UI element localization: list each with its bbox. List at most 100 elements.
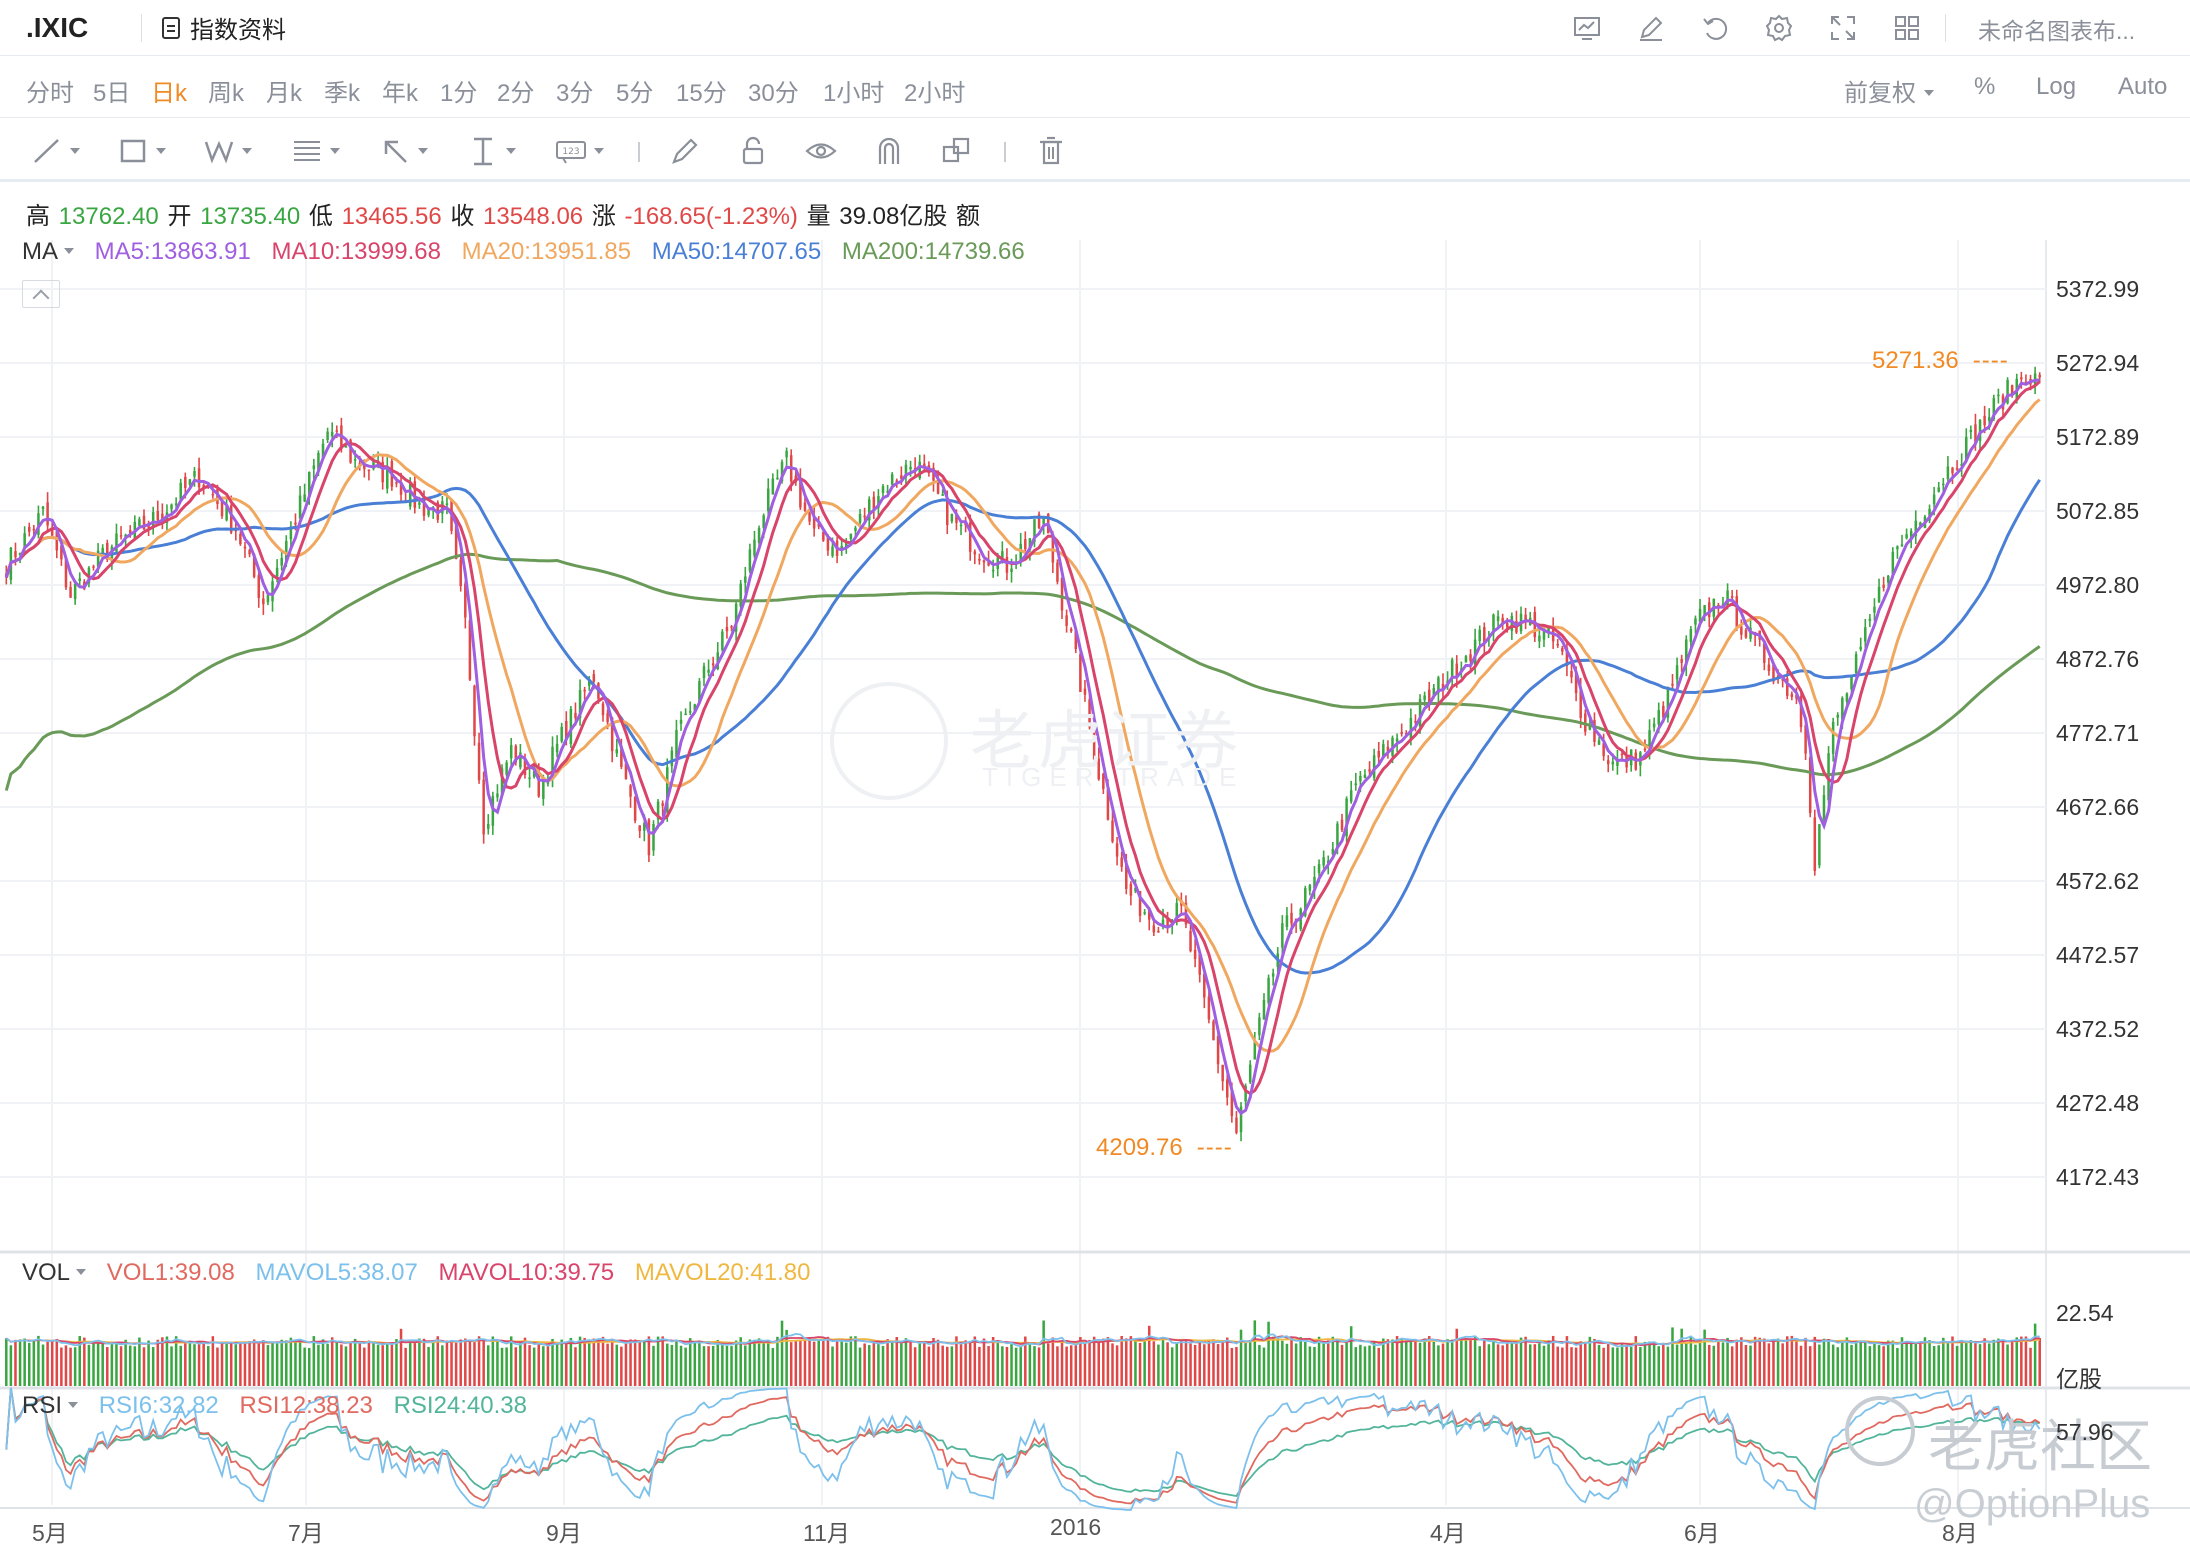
period-tab[interactable]: 1分 [440, 80, 478, 107]
wave-tool[interactable] [202, 134, 252, 168]
mavol5-line [5, 1332, 2040, 1348]
candle [1561, 645, 1564, 656]
candle [1602, 733, 1605, 761]
undo-icon[interactable] [1683, 10, 1747, 46]
arrow-tool[interactable] [378, 134, 428, 168]
index-info-button[interactable]: 指数资料 [162, 10, 286, 45]
period-tab[interactable]: 季k [324, 80, 360, 107]
measure-tool[interactable] [466, 134, 516, 168]
candle-body [1001, 551, 1004, 562]
candle-body [610, 717, 614, 752]
chevron-down-icon[interactable] [68, 1401, 79, 1408]
volume-bar [349, 1341, 352, 1386]
period-tab[interactable]: 月k [266, 80, 302, 107]
candle-body [569, 708, 573, 745]
delete-button[interactable] [1034, 134, 1068, 168]
volume-bar [165, 1336, 169, 1386]
collapse-legend-button[interactable] [22, 280, 60, 308]
candle [1056, 559, 1059, 585]
volume-bar [610, 1338, 614, 1386]
clone-button[interactable] [940, 134, 974, 168]
visibility-button[interactable] [804, 134, 838, 168]
adjust-select[interactable]: 前复权 [1844, 73, 1934, 108]
volume-bar [1216, 1344, 1220, 1386]
candle-body [1097, 758, 1100, 780]
vol-selector[interactable]: VOL [22, 1259, 71, 1286]
rsi-selector[interactable]: RSI [22, 1392, 63, 1419]
period-tab[interactable]: 30分 [748, 80, 799, 107]
fullscreen-icon[interactable] [1811, 10, 1875, 46]
chevron-down-icon[interactable] [76, 1268, 87, 1275]
candle-body [1744, 630, 1748, 638]
period-tab[interactable]: 5日 [93, 80, 131, 107]
volume-bar [789, 1342, 793, 1386]
period-tab[interactable]: 年k [382, 80, 418, 107]
volume-bar [262, 1340, 265, 1386]
candle [1694, 615, 1697, 634]
volume-bar [973, 1336, 977, 1386]
layout-name-menu[interactable]: 未命名图表布... [1978, 18, 2136, 44]
candle [1033, 519, 1036, 548]
period-tab[interactable]: 2小时 [904, 80, 966, 107]
candle-body [817, 523, 821, 527]
candle-body [872, 496, 876, 511]
period-tab[interactable]: 3分 [556, 80, 594, 107]
ma-selector[interactable]: MA [22, 238, 58, 265]
candle-body [1083, 688, 1087, 695]
volume-bar [1951, 1336, 1954, 1386]
candle [1372, 748, 1376, 781]
volume-bar [1322, 1343, 1325, 1386]
candle [225, 498, 228, 522]
volume-bar [606, 1343, 609, 1386]
period-tab-active[interactable]: 日k [151, 80, 187, 107]
candle-body [1556, 643, 1560, 646]
magnet-button[interactable] [872, 134, 906, 168]
symbol-title[interactable]: .IXIC [26, 11, 89, 43]
volume-bar [904, 1338, 908, 1386]
label-tool[interactable]: 123 [554, 134, 604, 168]
line-tool[interactable] [30, 134, 80, 168]
candle-body [762, 515, 765, 528]
lock-button[interactable] [736, 134, 770, 168]
period-tab[interactable]: 2分 [497, 80, 535, 107]
volume-bar [330, 1337, 334, 1386]
fib-tool[interactable] [290, 134, 340, 168]
candle-body [1427, 689, 1431, 703]
period-tab[interactable]: 周k [208, 80, 244, 107]
candle-body [1028, 538, 1032, 551]
layout-grid-icon[interactable] [1875, 10, 1939, 46]
rect-tool[interactable] [116, 134, 166, 168]
candle-body [445, 503, 449, 505]
percent-toggle[interactable]: % [1974, 73, 1996, 100]
candle [1271, 968, 1275, 986]
candle [1515, 610, 1518, 634]
indicator-icon[interactable] [1555, 10, 1619, 46]
volume-bar [1735, 1339, 1739, 1386]
candle-body [1469, 654, 1472, 662]
volume-bar [1033, 1346, 1036, 1386]
settings-icon[interactable] [1747, 10, 1811, 46]
period-tab[interactable]: 5分 [616, 80, 654, 107]
period-tab[interactable]: 分时 [26, 80, 74, 107]
candle-body [349, 439, 352, 463]
chevron-down-icon[interactable] [64, 247, 74, 254]
period-tab[interactable]: 1小时 [823, 80, 885, 107]
volume-bar [1483, 1339, 1486, 1386]
candle-body [1501, 617, 1504, 625]
volume-bar [542, 1346, 545, 1386]
brush-tool[interactable] [668, 134, 702, 168]
period-tab[interactable]: 15分 [676, 80, 727, 107]
draw-icon[interactable] [1619, 10, 1683, 46]
candle [1951, 466, 1954, 485]
candle [381, 453, 384, 490]
volume-bar [1698, 1342, 1702, 1386]
auto-toggle[interactable]: Auto [2118, 73, 2168, 100]
volume-bar [298, 1339, 302, 1386]
log-toggle[interactable]: Log [2036, 73, 2077, 100]
volume-bar [1157, 1344, 1160, 1386]
candle-body [1175, 903, 1179, 920]
candle [1584, 709, 1587, 736]
candle-body [1225, 1079, 1229, 1098]
volume-bar [1905, 1341, 1908, 1386]
